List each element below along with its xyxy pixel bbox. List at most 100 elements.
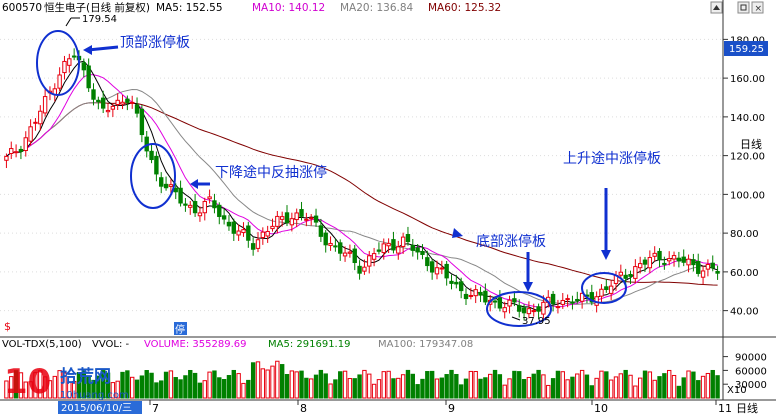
low-pointer: [511, 316, 521, 321]
volume-bar: [183, 375, 188, 399]
volume-bar: [139, 375, 145, 399]
volume-bar: [381, 371, 386, 399]
candle-body: [512, 298, 517, 303]
candle-body: [521, 307, 527, 314]
date-tick-label: 9: [448, 402, 455, 415]
candle-body: [628, 273, 633, 277]
volume-bar: [130, 376, 135, 399]
volume-bar: [52, 375, 57, 399]
candle-body: [696, 260, 701, 274]
volume-readout: VOLUME: 355289.69: [144, 339, 247, 350]
volume-bar: [642, 370, 648, 399]
volume-bar: [676, 385, 682, 399]
candle-body: [618, 271, 624, 276]
candle-body: [28, 126, 33, 142]
volume-bar: [173, 377, 178, 399]
up-limit-arrowhead-icon: [601, 250, 611, 260]
bottom-limit-label: 底部涨停板: [476, 233, 546, 250]
candle-body: [250, 243, 256, 250]
candle-body: [202, 200, 207, 214]
candle-body: [637, 263, 643, 269]
candle-body: [691, 259, 696, 266]
candle-body: [396, 246, 401, 254]
candle-body: [633, 266, 638, 279]
volume-bar: [284, 374, 290, 399]
rebound-circle: [130, 143, 176, 209]
volume-bar: [594, 377, 599, 399]
volume-bar: [362, 369, 367, 399]
volume-bar: [425, 371, 430, 399]
ma60-line: [6, 102, 718, 286]
date-cursor-box: [58, 401, 142, 414]
top-limit-arrow: [87, 45, 119, 52]
volume-bar: [449, 369, 454, 399]
ma20-readout: MA20: 136.84: [340, 2, 414, 14]
candle-body: [207, 196, 212, 200]
volume-bar: [207, 371, 212, 399]
candle-body: [560, 299, 565, 305]
volume-bar: [255, 361, 261, 399]
volume-bar: [299, 370, 304, 399]
volume-bar: [333, 379, 338, 399]
candle-body: [173, 187, 178, 193]
restore-button[interactable]: [737, 1, 750, 14]
candle-body: [241, 229, 246, 234]
candle-body: [386, 242, 391, 247]
volume-bar: [599, 370, 604, 399]
volume-bar: [246, 379, 251, 399]
candle-body: [23, 137, 28, 152]
candle-body: [13, 151, 19, 154]
candle-body: [400, 236, 406, 247]
candle-body: [454, 281, 459, 285]
bottom-limit-circle: [486, 291, 552, 327]
volume-bar: [96, 375, 101, 399]
candle-body: [81, 62, 87, 71]
candle-body: [328, 242, 333, 246]
volume-bar: [488, 373, 493, 399]
volume-bar: [4, 380, 9, 399]
candle-body: [125, 98, 130, 103]
candle-body: [120, 101, 125, 105]
watermark-big-number: 10: [4, 362, 51, 402]
price-tick-label: 180.00: [730, 35, 765, 46]
candle-body: [130, 101, 135, 104]
pause-tag: 停: [175, 323, 185, 336]
candle-body: [110, 105, 116, 110]
volume-bar: [468, 370, 474, 399]
volume-bar: [710, 369, 715, 399]
candle-body: [246, 225, 251, 241]
volume-bar: [357, 374, 362, 399]
ma5-readout: MA5: 152.55: [156, 2, 223, 14]
volume-bar: [367, 373, 372, 399]
candle-body: [279, 216, 285, 220]
vol-ma5-readout: MA5: 291691.19: [268, 339, 350, 350]
candle-body: [57, 74, 62, 89]
volume-bar: [521, 379, 527, 399]
restore-icon: [740, 4, 747, 11]
close-button[interactable]: [751, 1, 764, 14]
low-price-label: 37.95: [522, 316, 551, 327]
volume-bar: [105, 372, 111, 399]
watermark-text: 拾荒网: [60, 366, 111, 387]
volume-bar: [250, 362, 256, 399]
candle-body: [686, 258, 691, 266]
volume-bar: [657, 376, 662, 399]
candle-body: [309, 217, 314, 220]
ma60-readout: MA60: 125.32: [428, 2, 501, 14]
volume-bar: [309, 378, 314, 399]
candle-body: [700, 270, 706, 278]
candle-body: [260, 231, 266, 239]
candle-body: [139, 108, 145, 136]
candle-body: [507, 299, 512, 307]
ma10-readout: MA10: 140.12: [252, 2, 325, 14]
volume-bars: [4, 360, 720, 399]
candle-body: [342, 252, 348, 257]
volume-bar: [159, 380, 164, 399]
volume-bar: [212, 370, 217, 399]
stock-name: 恒生电子(日线 前复权): [44, 1, 150, 14]
volume-bar: [483, 377, 488, 399]
candle-body: [647, 257, 653, 269]
price-axis: 180.00 160.00 140.00 120.00 100.00 80.00 60.00…: [0, 35, 765, 318]
window-controls[interactable]: ×: [710, 1, 764, 14]
